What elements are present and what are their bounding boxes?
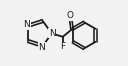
Text: N: N [39,43,45,52]
Text: F: F [60,42,65,51]
Text: O: O [67,11,74,20]
Text: N: N [23,20,30,29]
Text: N: N [49,29,56,38]
